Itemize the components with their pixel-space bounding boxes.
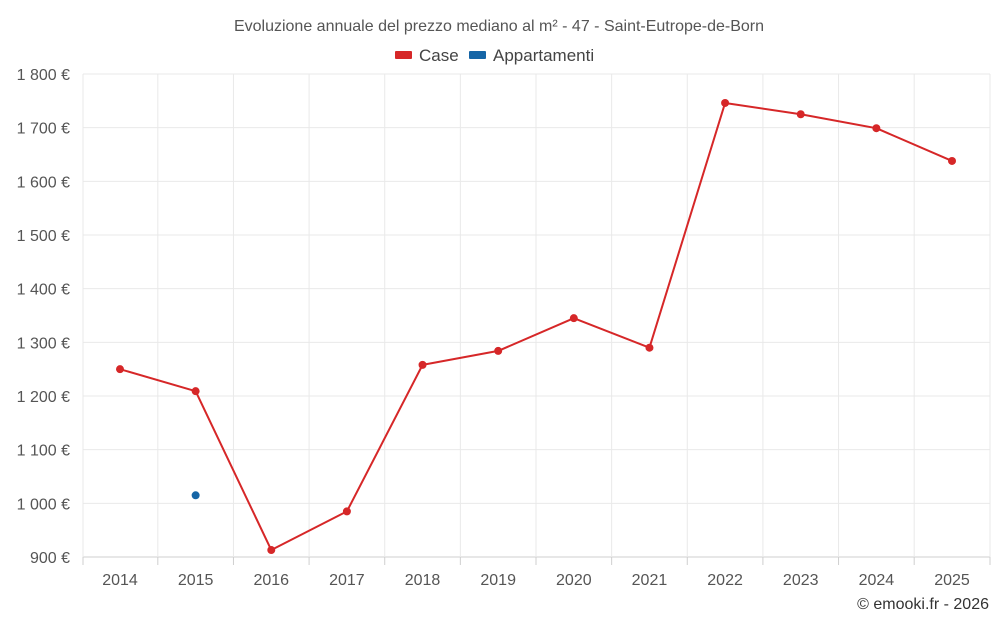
x-tick-label: 2014: [102, 572, 138, 589]
x-tick-label: 2018: [405, 572, 441, 589]
y-tick-label: 1 600 €: [17, 174, 70, 191]
legend-swatch-appartamenti: [469, 51, 486, 59]
y-tick-label: 1 800 €: [17, 67, 70, 84]
data-point-case[interactable]: [116, 365, 124, 374]
data-point-case[interactable]: [721, 98, 730, 107]
data-point-appartamenti[interactable]: [191, 491, 200, 500]
data-point-case[interactable]: [796, 110, 805, 119]
x-tick-label: 2024: [859, 572, 895, 589]
x-tick-label: 2015: [178, 572, 214, 589]
x-tick-label: 2022: [707, 572, 743, 589]
x-tick-label: 2023: [783, 572, 819, 589]
series: [116, 98, 956, 555]
y-tick-label: 1 700 €: [17, 121, 70, 138]
x-tick-label: 2017: [329, 572, 365, 589]
y-axis-labels: 900 € 1 000 € 1 100 € 1 200 € 1 300 € 1 400 €…: [17, 67, 70, 567]
legend-label-appartamenti: Appartamenti: [493, 46, 594, 65]
data-point-case[interactable]: [494, 346, 503, 355]
data-point-case[interactable]: [872, 124, 881, 133]
data-point-case[interactable]: [342, 507, 351, 516]
gridlines: [82, 73, 991, 565]
data-point-case[interactable]: [191, 387, 200, 396]
legend-item-appartamenti[interactable]: Appartamenti: [469, 46, 594, 65]
legend: Case Appartamenti: [395, 46, 594, 65]
x-tick-label: 2020: [556, 572, 592, 589]
data-point-case[interactable]: [948, 156, 956, 165]
data-point-case[interactable]: [569, 314, 578, 323]
x-axis-labels: 2014 2015 2016 2017 2018 2019 2020 2021 2022 2023…: [102, 572, 970, 589]
data-point-case[interactable]: [645, 343, 654, 352]
y-tick-label: 1 000 €: [17, 496, 70, 513]
y-tick-label: 1 100 €: [17, 443, 70, 460]
y-tick-label: 900 €: [30, 550, 70, 567]
data-point-case[interactable]: [267, 546, 276, 555]
y-tick-label: 1 400 €: [17, 282, 70, 299]
x-tick-label: 2016: [253, 572, 289, 589]
chart-title: Evoluzione annuale del prezzo mediano al…: [234, 18, 764, 35]
series-line-case: [119, 101, 953, 552]
y-tick-label: 1 500 €: [17, 228, 70, 245]
credit-text: © emooki.fr - 2026: [857, 596, 989, 613]
y-tick-label: 1 200 €: [17, 389, 70, 406]
data-point-case[interactable]: [418, 360, 427, 369]
x-tick-label: 2019: [480, 572, 516, 589]
legend-label-case: Case: [419, 46, 459, 65]
x-tick-label: 2021: [632, 572, 668, 589]
legend-item-case[interactable]: Case: [395, 46, 459, 65]
legend-swatch-case: [395, 51, 412, 59]
y-tick-label: 1 300 €: [17, 335, 70, 352]
x-tick-label: 2025: [934, 572, 970, 589]
